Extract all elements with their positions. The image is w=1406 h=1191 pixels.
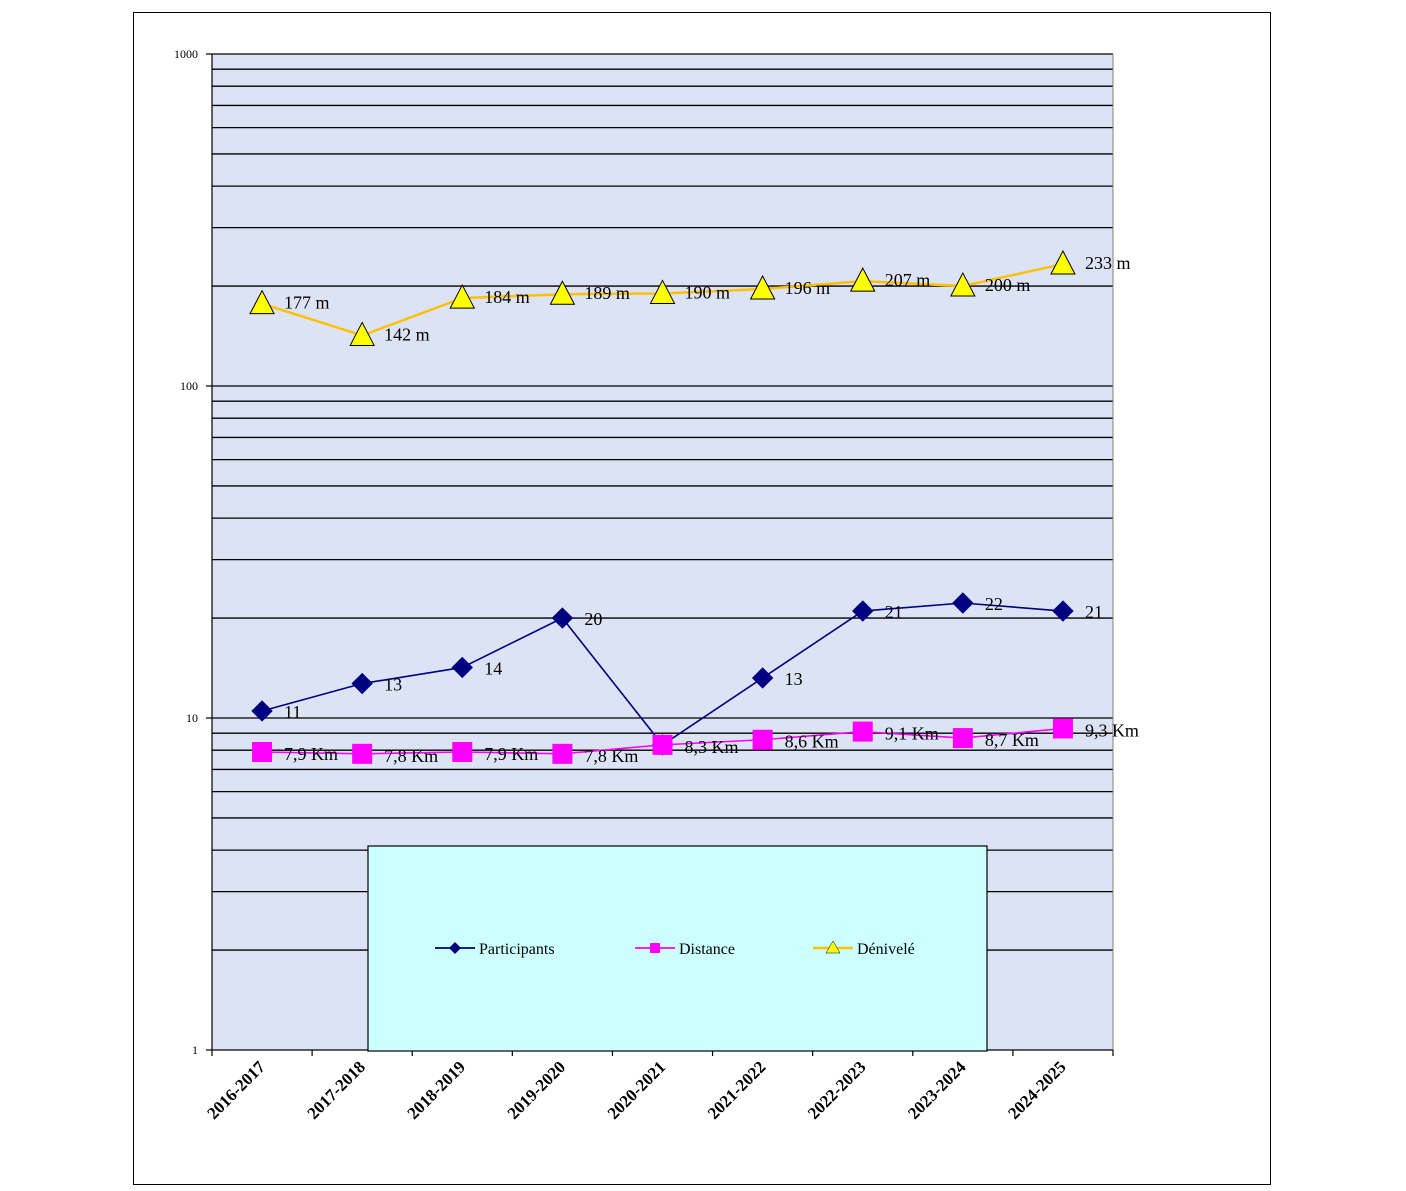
data-point xyxy=(1050,249,1076,275)
legend-marker xyxy=(449,942,461,954)
data-label: 7,8 Km xyxy=(384,746,438,766)
data-point xyxy=(352,743,373,764)
x-tick-label: 2018-2019 xyxy=(404,1057,470,1123)
x-tick-label: 2023-2024 xyxy=(904,1057,970,1123)
legend-label: Distance xyxy=(679,941,735,958)
data-label: 207 m xyxy=(885,270,931,290)
data-label: 196 m xyxy=(785,278,831,298)
data-point xyxy=(351,672,373,695)
data-label: 13 xyxy=(384,675,402,695)
data-point xyxy=(249,289,275,315)
data-label: 7,8 Km xyxy=(584,746,638,766)
data-label: 190 m xyxy=(685,282,731,302)
data-label: 21 xyxy=(1085,602,1103,622)
data-point xyxy=(749,274,776,300)
y-tick-label: 10 xyxy=(186,711,198,725)
y-tick-label: 1000 xyxy=(174,47,198,61)
data-point xyxy=(449,283,476,309)
data-point xyxy=(552,743,573,764)
legend-label: Dénivelé xyxy=(857,941,915,958)
data-label: 21 xyxy=(885,602,903,622)
x-tick-label: 2016-2017 xyxy=(203,1057,269,1123)
data-point xyxy=(952,592,974,614)
data-point xyxy=(950,271,976,297)
data-point xyxy=(849,267,876,292)
data-label: 142 m xyxy=(384,324,430,344)
data-label: 184 m xyxy=(484,287,530,307)
data-point xyxy=(549,280,576,305)
x-tick-label: 2019-2020 xyxy=(504,1057,570,1123)
data-point xyxy=(251,700,273,722)
data-label: 233 m xyxy=(1085,253,1131,273)
data-label: 20 xyxy=(584,609,602,629)
legend-marker xyxy=(825,940,841,954)
data-label: 200 m xyxy=(985,275,1031,295)
data-labels: 11 13 14 20 13 21 22 21 7,9 Km 7,8 Km 7,9 Km 7,8 Km… xyxy=(284,253,1139,766)
x-tick-label: 2020-2021 xyxy=(604,1057,670,1123)
data-label: 22 xyxy=(985,594,1003,614)
x-tick-label: 2024-2025 xyxy=(1004,1057,1070,1123)
data-point xyxy=(652,734,673,755)
data-label: 189 m xyxy=(584,283,630,303)
data-point xyxy=(952,728,973,749)
data-label: 177 m xyxy=(284,293,330,313)
data-point xyxy=(649,279,676,304)
y-tick-label: 1 xyxy=(192,1043,198,1057)
data-point xyxy=(451,656,473,679)
series xyxy=(249,249,1076,764)
data-label: 8,3 Km xyxy=(685,737,739,757)
legend: Participants Distance Dénivelé xyxy=(367,845,988,1052)
legend-marker xyxy=(650,943,660,953)
data-point xyxy=(1052,718,1073,739)
data-label: 8,6 Km xyxy=(785,732,839,752)
data-label: 14 xyxy=(484,658,502,678)
x-tick-label: 2022-2023 xyxy=(804,1057,870,1123)
data-point xyxy=(551,607,574,629)
data-label: 13 xyxy=(785,669,803,689)
data-label: 11 xyxy=(284,702,301,722)
data-point xyxy=(752,729,773,750)
x-tick-label: 2021-2022 xyxy=(704,1057,770,1123)
data-point xyxy=(751,667,774,689)
legend-label: Participants xyxy=(479,941,555,958)
data-point xyxy=(852,721,873,742)
y-tick-label: 100 xyxy=(180,379,198,393)
data-label: 9,1 Km xyxy=(885,724,939,744)
data-point xyxy=(452,741,473,762)
data-point xyxy=(1052,600,1074,622)
data-label: 7,9 Km xyxy=(284,744,338,764)
data-point xyxy=(852,600,874,622)
data-label: 8,7 Km xyxy=(985,730,1039,750)
data-label: 7,9 Km xyxy=(484,744,538,764)
data-label: 9,3 Km xyxy=(1085,720,1139,740)
data-point xyxy=(252,741,273,762)
data-point xyxy=(349,321,375,346)
x-tick-label: 2017-2018 xyxy=(303,1057,369,1123)
